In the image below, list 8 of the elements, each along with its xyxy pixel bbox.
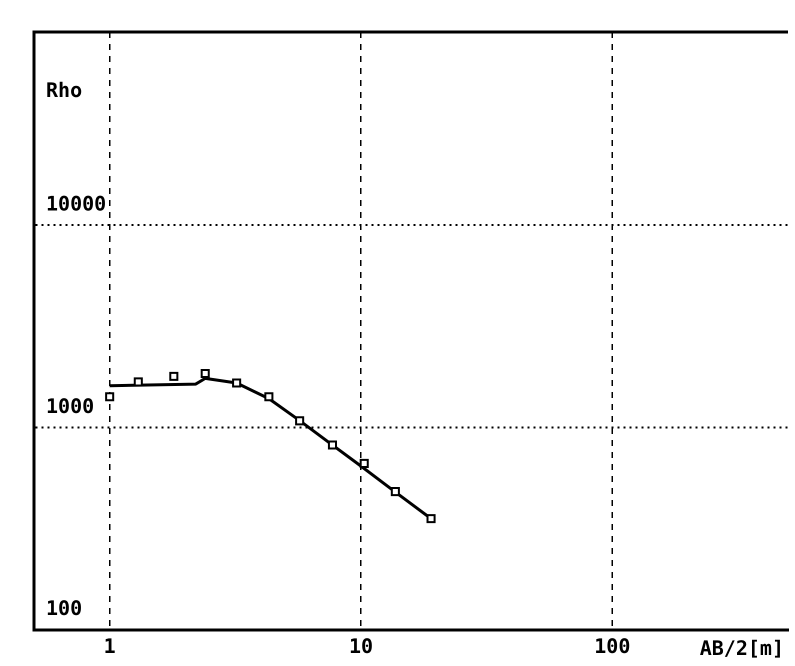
y-tick-label: 1000 [46,394,94,418]
x-axis-title: AB/2[m] [700,636,784,660]
x-tick-label: 1 [104,634,116,658]
y-tick-label: 10000 [46,191,106,216]
x-tick-label: 100 [594,634,630,658]
y-tick-label: 100 [46,596,82,620]
x-tick-label: 10 [348,634,374,658]
y-axis-title: Rho [46,78,82,102]
